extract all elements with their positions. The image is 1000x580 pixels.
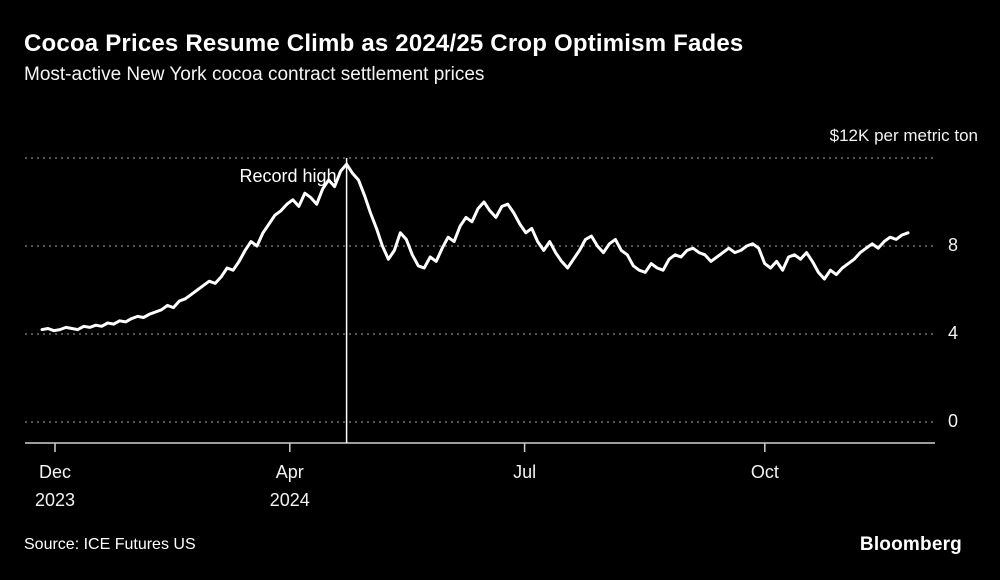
x-axis-tick-oct: Oct bbox=[751, 458, 779, 486]
x-tick-sublabel: 2023 bbox=[34, 490, 76, 510]
price-line bbox=[40, 162, 910, 333]
source-attribution: Source: ICE Futures US bbox=[24, 536, 196, 553]
x-axis-tick-dec-2023: Dec 2023 bbox=[35, 458, 75, 514]
chart-title: Cocoa Prices Resume Climb as 2024/25 Cro… bbox=[24, 30, 744, 57]
record-high-annotation: Record high bbox=[239, 166, 337, 186]
y-axis-tick-8: 8 bbox=[948, 235, 959, 255]
y-axis-unit-label: $12K per metric ton bbox=[829, 126, 978, 145]
x-tick-sublabel: 2024 bbox=[269, 490, 310, 510]
x-tick-label: Dec bbox=[39, 462, 72, 482]
x-tick-label: Apr bbox=[275, 462, 304, 482]
y-axis-tick-4: 4 bbox=[948, 323, 959, 343]
y-axis-tick-0: 0 bbox=[948, 411, 959, 431]
x-tick-label: Jul bbox=[513, 462, 537, 482]
chart-subtitle: Most-active New York cocoa contract sett… bbox=[24, 64, 485, 85]
x-axis-tick-apr-2024: Apr 2024 bbox=[270, 458, 310, 514]
x-axis-tick-jul: Jul bbox=[513, 458, 536, 486]
bloomberg-logo: Bloomberg bbox=[859, 534, 962, 555]
x-tick-label: Oct bbox=[750, 462, 779, 482]
